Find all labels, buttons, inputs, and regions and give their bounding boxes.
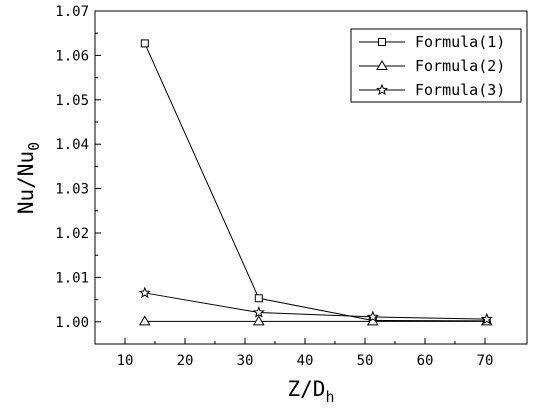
x-axis-label: Z/Dh [288,377,335,406]
series-markers [138,39,493,326]
x-tick-label: 50 [357,353,374,369]
point-star [366,310,379,323]
point-star [252,306,265,318]
point-star [480,312,493,325]
y-tick-label: 1.05 [55,93,89,109]
x-tick-label: 20 [177,353,194,369]
y-tick-label: 1.00 [55,315,89,331]
legend-label: Formula(2) [415,57,505,75]
series-line-1 [144,43,487,322]
y-tick-label: 1.06 [55,48,89,64]
axis-ticks: 10 20 30 40 50 60 70 1.00 1.01 1.02 1.03 1.04 1.05 1.… [55,4,493,369]
x-tick-label: 40 [297,353,314,369]
x-tick-label: 30 [237,353,254,369]
legend-marker-star [375,83,389,96]
x-tick-label: 60 [417,353,434,369]
y-tick-label: 1.02 [55,226,89,242]
point-triangle [138,315,151,326]
x-tick-label: 10 [117,353,134,369]
legend: Formula(1) Formula(2) Formula(3) [350,28,522,103]
point-star [138,286,151,299]
legend-marker-square [378,38,386,46]
point-square [254,294,263,303]
series-line-3 [144,292,487,320]
y-tick-label: 1.01 [55,270,89,286]
x-tick-label: 70 [477,353,494,369]
y-tick-label: 1.07 [55,4,89,20]
series-lines [144,43,487,322]
y-tick-label: 1.04 [55,137,89,153]
point-triangle [252,315,265,326]
y-tick-label: 1.03 [55,182,89,198]
legend-label: Formula(1) [415,33,505,51]
legend-label: Formula(3) [415,81,505,99]
y-axis-label: Nu/Nu0 [14,142,43,214]
point-square [140,39,149,48]
legend-marker-triangle [376,60,388,70]
